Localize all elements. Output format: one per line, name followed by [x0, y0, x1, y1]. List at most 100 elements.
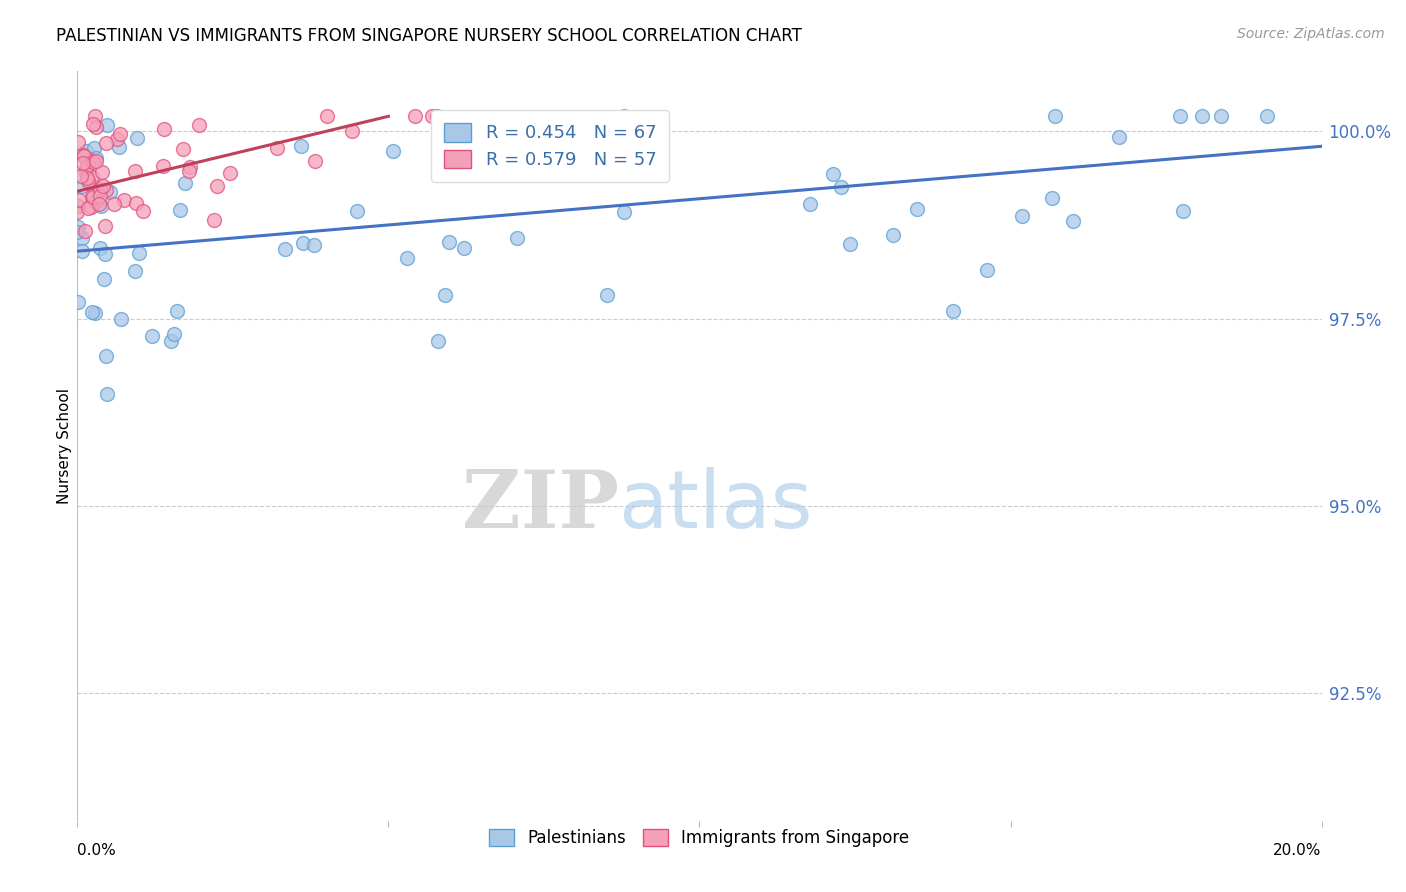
Point — [166, 304, 188, 318]
Point — [291, 235, 314, 250]
Point — [66, 225, 89, 239]
Point — [73, 224, 96, 238]
Point — [172, 142, 194, 156]
Point — [89, 196, 111, 211]
Point — [153, 122, 176, 136]
Point — [83, 141, 105, 155]
Text: 20.0%: 20.0% — [1274, 843, 1322, 858]
Point — [83, 306, 105, 320]
Point — [76, 160, 98, 174]
Point — [799, 197, 821, 211]
Point — [66, 295, 89, 310]
Point — [94, 183, 117, 197]
Point — [72, 244, 94, 258]
Point — [84, 153, 107, 168]
Point — [105, 132, 128, 146]
Point — [821, 167, 844, 181]
Point — [66, 204, 89, 219]
Point — [91, 178, 114, 193]
Point — [404, 109, 426, 123]
Point — [67, 193, 90, 207]
Point — [1191, 109, 1213, 123]
Point — [905, 202, 928, 216]
Point — [94, 219, 117, 233]
Point — [89, 240, 111, 254]
Point — [1173, 204, 1195, 219]
Point — [420, 109, 443, 123]
Point — [169, 202, 191, 217]
Point — [882, 228, 904, 243]
Point — [219, 166, 242, 180]
Point — [108, 140, 131, 154]
Point — [316, 109, 339, 123]
Point — [188, 118, 211, 132]
Point — [67, 135, 90, 149]
Point — [82, 305, 104, 319]
Point — [579, 126, 602, 140]
Point — [124, 264, 146, 278]
Point — [202, 213, 225, 227]
Point — [112, 193, 135, 207]
Point — [439, 235, 461, 249]
Point — [84, 120, 107, 135]
Point — [173, 177, 195, 191]
Text: PALESTINIAN VS IMMIGRANTS FROM SINGAPORE NURSERY SCHOOL CORRELATION CHART: PALESTINIAN VS IMMIGRANTS FROM SINGAPORE… — [56, 27, 801, 45]
Point — [1011, 209, 1033, 223]
Point — [89, 188, 111, 202]
Point — [70, 178, 93, 193]
Point — [453, 241, 475, 255]
Point — [266, 141, 288, 155]
Point — [82, 190, 104, 204]
Point — [96, 136, 118, 150]
Point — [66, 199, 89, 213]
Point — [94, 349, 117, 363]
Point — [1168, 109, 1191, 123]
Y-axis label: Nursery School: Nursery School — [56, 388, 72, 504]
Point — [163, 326, 186, 341]
Point — [830, 180, 852, 194]
Point — [290, 138, 312, 153]
Point — [302, 237, 325, 252]
Point — [342, 124, 364, 138]
Point — [89, 182, 111, 196]
Point — [506, 231, 529, 245]
Point — [128, 246, 150, 260]
Point — [93, 271, 115, 285]
Point — [1062, 214, 1084, 228]
Point — [976, 263, 998, 277]
Point — [76, 171, 98, 186]
Point — [177, 164, 200, 178]
Text: 0.0%: 0.0% — [77, 843, 117, 858]
Point — [80, 189, 103, 203]
Point — [1040, 191, 1063, 205]
Legend: Palestinians, Immigrants from Singapore: Palestinians, Immigrants from Singapore — [482, 822, 917, 854]
Point — [90, 199, 112, 213]
Point — [127, 131, 149, 145]
Point — [70, 231, 93, 245]
Point — [1108, 129, 1130, 144]
Point — [160, 334, 183, 348]
Point — [80, 200, 103, 214]
Point — [70, 169, 93, 183]
Point — [79, 153, 101, 167]
Point — [75, 161, 97, 176]
Point — [76, 201, 98, 215]
Point — [110, 311, 132, 326]
Point — [83, 194, 105, 209]
Point — [304, 153, 326, 168]
Point — [75, 144, 97, 158]
Point — [125, 195, 148, 210]
Point — [1043, 109, 1066, 123]
Text: atlas: atlas — [619, 467, 813, 545]
Point — [77, 174, 100, 188]
Point — [75, 165, 97, 179]
Point — [207, 178, 229, 193]
Point — [434, 288, 457, 302]
Text: Source: ZipAtlas.com: Source: ZipAtlas.com — [1237, 27, 1385, 41]
Point — [94, 247, 117, 261]
Point — [82, 179, 104, 194]
Point — [96, 119, 118, 133]
Point — [942, 304, 965, 318]
Point — [67, 220, 90, 235]
Point — [596, 288, 619, 302]
